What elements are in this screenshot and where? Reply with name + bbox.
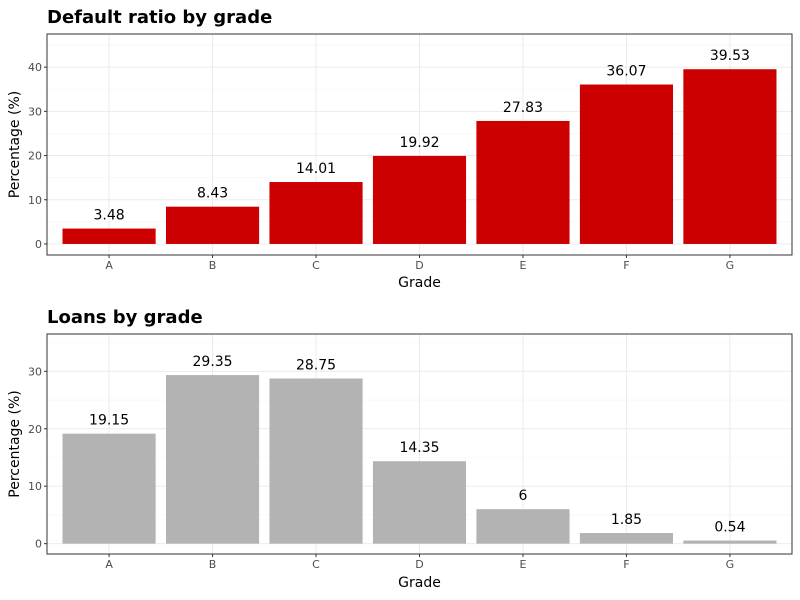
x-tick-label: E [519, 558, 526, 571]
x-axis: A B C D E F G [105, 554, 734, 571]
bar-a [62, 228, 156, 244]
x-tick-label: F [623, 558, 629, 571]
y-tick-label: 30 [28, 105, 42, 118]
y-axis-title: Percentage (%) [7, 390, 23, 497]
x-tick-label: G [726, 558, 735, 571]
y-axis: 0 10 20 30 40 [28, 61, 47, 251]
bar-e [476, 120, 570, 244]
y-axis: 0 10 20 30 [28, 365, 47, 551]
data-label: 3.48 [93, 208, 124, 224]
x-tick-label: C [312, 558, 320, 571]
bar-a [62, 433, 156, 544]
data-label: 14.35 [399, 440, 439, 456]
x-tick-label: C [312, 259, 320, 272]
data-label: 28.75 [296, 358, 336, 374]
data-label: 6 [519, 488, 528, 504]
x-axis: A B C D E F G [105, 255, 734, 272]
x-tick-label: E [519, 259, 526, 272]
bar-e [476, 509, 570, 544]
x-tick-label: B [209, 259, 217, 272]
data-label: 0.54 [714, 520, 745, 536]
x-tick-label: F [623, 259, 629, 272]
x-tick-label: A [105, 259, 113, 272]
data-label: 8.43 [197, 186, 228, 202]
bar-b [165, 375, 260, 544]
bar-d [372, 461, 467, 544]
y-tick-label: 20 [28, 150, 42, 163]
bars [62, 375, 777, 544]
bar-g [683, 69, 777, 244]
data-labels: 3.48 8.43 14.01 19.92 27.83 36.07 39.53 [93, 48, 749, 223]
y-tick-label: 30 [28, 365, 42, 378]
data-label: 19.92 [399, 135, 439, 151]
y-tick-label: 10 [28, 480, 42, 493]
y-tick-label: 10 [28, 194, 42, 207]
data-label: 27.83 [503, 100, 543, 116]
y-tick-label: 20 [28, 423, 42, 436]
data-label: 19.15 [89, 413, 129, 429]
bar-c [269, 378, 363, 544]
bar-g [683, 540, 777, 544]
x-tick-label: D [415, 259, 423, 272]
x-tick-label: D [415, 558, 423, 571]
x-tick-label: G [726, 259, 735, 272]
y-tick-label: 0 [35, 538, 42, 551]
bar-c [269, 182, 363, 244]
bars [62, 69, 777, 244]
y-tick-label: 0 [35, 238, 42, 251]
chart-title: Loans by grade [47, 307, 203, 328]
bar-f [579, 84, 674, 244]
x-axis-title: Grade [398, 575, 441, 591]
loans-chart: Loans by grade 19.15 29.35 28.75 14.35 6 1.85… [7, 307, 793, 591]
x-tick-label: B [209, 558, 217, 571]
bar-f [579, 533, 674, 544]
data-labels: 19.15 29.35 28.75 14.35 6 1.85 0.54 [89, 354, 746, 535]
y-tick-label: 40 [28, 61, 42, 74]
data-label: 1.85 [611, 512, 642, 528]
default-ratio-chart: Default ratio by grade 3.48 8.43 14.01 19.9… [7, 7, 793, 291]
bar-d [372, 155, 467, 244]
x-tick-label: A [105, 558, 113, 571]
data-label: 36.07 [606, 64, 646, 80]
data-label: 29.35 [193, 354, 233, 370]
x-axis-title: Grade [398, 275, 441, 291]
chart-title: Default ratio by grade [47, 7, 272, 28]
bar-b [165, 206, 260, 244]
data-label: 14.01 [296, 161, 336, 177]
y-axis-title: Percentage (%) [7, 91, 23, 198]
data-label: 39.53 [710, 48, 750, 64]
